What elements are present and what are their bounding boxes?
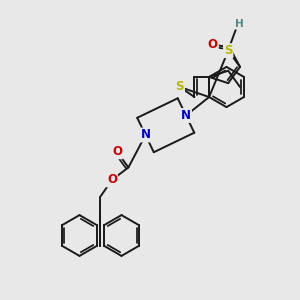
Text: H: H bbox=[235, 19, 244, 29]
Text: O: O bbox=[107, 173, 117, 187]
Text: O: O bbox=[208, 38, 218, 51]
Text: S: S bbox=[224, 44, 232, 57]
Text: N: N bbox=[181, 109, 191, 122]
Text: N: N bbox=[140, 128, 151, 142]
Text: S: S bbox=[176, 80, 184, 94]
Text: O: O bbox=[112, 145, 122, 158]
